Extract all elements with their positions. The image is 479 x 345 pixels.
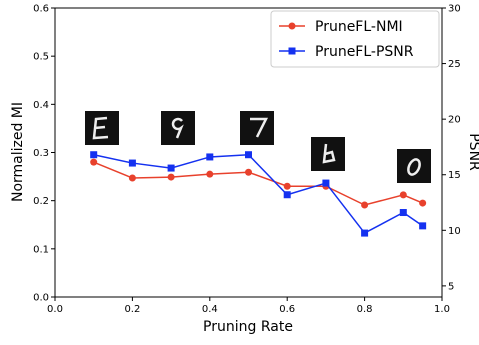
legend-marker: [288, 22, 296, 30]
x-tick-label: 0.2: [124, 304, 140, 315]
y-tick-label: 0.0: [33, 293, 49, 304]
y2-tick-label: 5: [448, 281, 454, 292]
marker: [361, 229, 369, 237]
digit-thumbnails: [85, 111, 431, 183]
x-tick-label: 1.0: [434, 304, 450, 315]
legend-marker: [288, 47, 296, 55]
thumbnail: [397, 149, 431, 183]
marker: [128, 174, 136, 182]
marker: [90, 158, 98, 166]
marker: [128, 159, 136, 167]
marker: [419, 199, 427, 207]
marker: [206, 170, 214, 178]
y-tick-label: 0.5: [33, 52, 49, 63]
y-tick-label: 0.6: [33, 4, 49, 15]
marker: [419, 222, 427, 230]
legend-label: PruneFL-PSNR: [315, 44, 414, 60]
y-tick-label: 0.2: [33, 196, 49, 207]
x-axis-label: Pruning Rate: [203, 319, 293, 335]
y2-tick-label: 15: [448, 170, 461, 181]
x-tick-label: 0.8: [357, 304, 373, 315]
y2-tick-label: 25: [448, 59, 461, 70]
marker: [322, 179, 330, 187]
x-tick-label: 0.6: [279, 304, 295, 315]
x-tick-label: 0.4: [202, 304, 218, 315]
x-tick-label: 0.0: [47, 304, 63, 315]
y-axis-label: Normalized MI: [10, 102, 26, 202]
marker: [90, 151, 98, 159]
marker: [283, 182, 291, 190]
marker: [245, 151, 252, 159]
marker: [283, 191, 291, 199]
y-tick-label: 0.3: [33, 148, 49, 159]
y2-tick-label: 30: [448, 4, 461, 15]
y2-tick-label: 10: [448, 226, 461, 237]
legend-box: [270, 10, 440, 68]
marker: [361, 201, 369, 209]
series-line: [93, 161, 423, 206]
marker: [167, 173, 175, 181]
marker: [206, 153, 214, 161]
series-line: [93, 153, 424, 235]
marker: [399, 191, 407, 199]
y2-tick-label: 20: [448, 115, 461, 126]
thumbnail: [240, 111, 274, 145]
y2-axis-label: PSNR: [466, 133, 479, 171]
marker: [245, 168, 252, 176]
marker: [167, 164, 175, 172]
marker: [399, 209, 407, 217]
y-tick-label: 0.4: [33, 100, 49, 111]
legend-label: PruneFL-NMI: [315, 19, 403, 35]
y-tick-label: 0.1: [33, 244, 49, 255]
